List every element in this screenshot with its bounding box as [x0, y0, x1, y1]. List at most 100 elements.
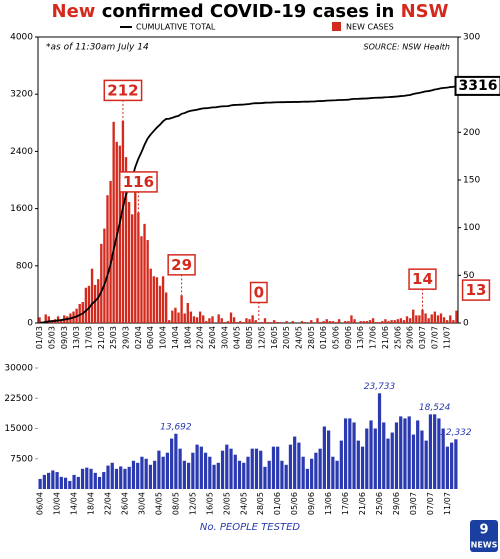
data-label: 212	[107, 81, 138, 99]
bar	[44, 314, 47, 323]
bar	[195, 444, 199, 489]
bar	[195, 317, 199, 323]
bar	[208, 456, 212, 489]
bar	[76, 476, 80, 489]
y-tick-label: 30000	[4, 364, 33, 374]
bar	[454, 439, 458, 489]
legend-label: CUMULATIVE TOTAL	[136, 23, 216, 32]
bar	[360, 446, 365, 489]
bar	[245, 318, 248, 323]
bar	[301, 456, 305, 489]
bar	[192, 316, 196, 323]
bar	[203, 452, 208, 489]
bar	[100, 243, 103, 323]
bar	[326, 430, 331, 489]
x-tick-label: 03/07	[409, 492, 418, 515]
bar	[381, 321, 384, 323]
bar	[216, 462, 220, 489]
bar	[303, 322, 307, 323]
bar	[300, 321, 304, 323]
bar	[288, 444, 293, 489]
x-tick-label: 12/05	[257, 326, 266, 349]
bar	[384, 319, 387, 323]
bar	[217, 314, 220, 323]
bar	[191, 452, 195, 489]
bar	[72, 474, 76, 489]
bar	[85, 467, 89, 489]
bar	[164, 292, 168, 323]
bar	[97, 279, 100, 323]
bar	[242, 462, 246, 489]
x-tick-label: 08/05	[171, 492, 180, 515]
bar	[178, 448, 182, 489]
bar	[109, 180, 112, 323]
bar	[279, 322, 282, 323]
y2-tick-label: 50	[463, 271, 475, 281]
bar	[387, 321, 390, 323]
bar	[365, 428, 369, 489]
bar	[248, 319, 251, 323]
bar	[140, 456, 144, 489]
bar	[393, 320, 396, 323]
bar	[276, 446, 280, 489]
bar	[87, 285, 91, 323]
bar	[127, 201, 131, 323]
y2-tick-label: 0	[463, 319, 469, 329]
bar	[402, 320, 406, 323]
bar	[148, 464, 153, 489]
bar	[152, 276, 155, 323]
bar	[273, 320, 276, 323]
label-box	[118, 171, 158, 193]
x-tick-label: 25/06	[393, 326, 402, 349]
bar	[263, 466, 267, 489]
bar	[118, 145, 122, 323]
bar	[373, 428, 377, 489]
y2-tick-label: 100	[463, 223, 480, 233]
bar	[68, 480, 72, 489]
bar	[220, 450, 225, 489]
bar	[331, 456, 335, 489]
data-label: 29	[171, 256, 192, 274]
bar	[38, 478, 42, 489]
bar	[220, 318, 223, 323]
bar	[328, 321, 332, 323]
bar	[445, 446, 450, 489]
x-tick-label: 30/04	[137, 492, 146, 515]
x-tick-label: 05/06	[332, 326, 341, 349]
x-tick-label: 29/06	[392, 492, 401, 515]
x-tick-label: 22/04	[196, 326, 205, 349]
x-tick-label: 26/04	[120, 492, 129, 515]
x-tick-label: 10/04	[53, 492, 62, 515]
bar	[399, 318, 403, 323]
bar	[260, 322, 264, 323]
bar	[325, 319, 328, 323]
bar	[334, 322, 338, 323]
x-tick-label: 24/05	[239, 492, 248, 515]
bar	[266, 322, 270, 323]
x-tick-label: 20/05	[282, 326, 291, 349]
line	[39, 85, 457, 324]
bar	[297, 442, 301, 489]
x-tick-label: 01/03	[35, 326, 44, 349]
bar	[331, 321, 335, 323]
bar	[378, 322, 381, 323]
bar	[97, 476, 102, 489]
bar	[407, 416, 411, 489]
x-tick-label: 18/04	[87, 492, 96, 515]
bar	[63, 477, 68, 489]
bar	[114, 468, 119, 489]
bar	[314, 452, 318, 489]
x-tick-label: 11/07	[443, 326, 452, 349]
bar	[237, 460, 242, 489]
bar	[246, 456, 250, 489]
bar	[455, 310, 458, 323]
x-tick-label: 05/06	[290, 492, 299, 515]
logo-text: NEWS	[471, 541, 498, 550]
x-tick-label: 30/04	[220, 326, 229, 349]
x-tick-label: 16/05	[205, 492, 214, 515]
logo: 9 NEWS	[470, 520, 498, 552]
bar	[229, 312, 233, 323]
x-tick-label: 29/06	[406, 326, 415, 349]
label-box	[103, 79, 143, 102]
